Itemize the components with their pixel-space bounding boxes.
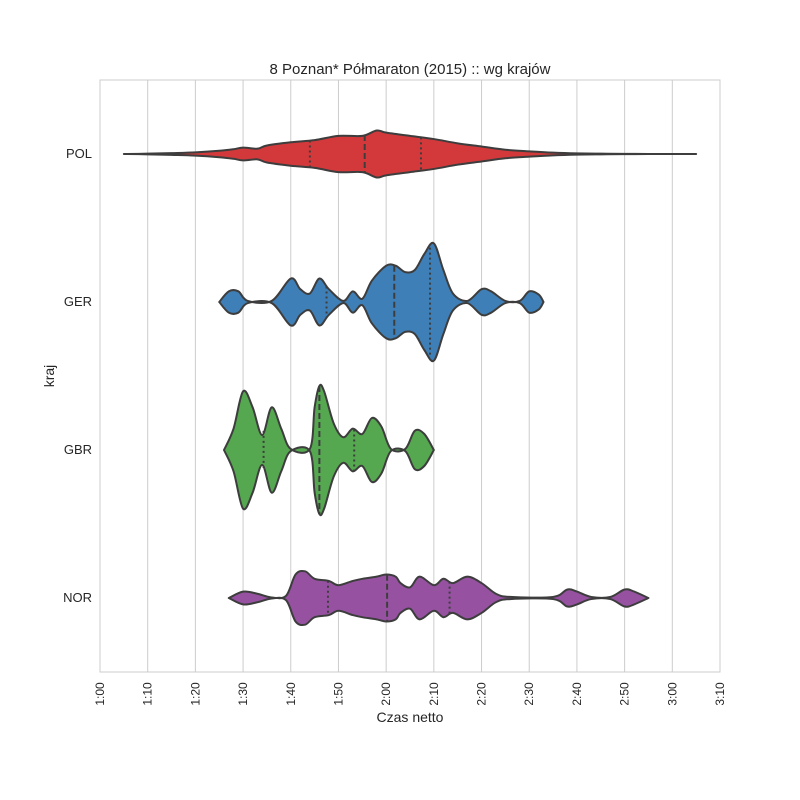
x-tick-label: 1:40 [284, 682, 298, 706]
y-tick-label: GER [64, 294, 92, 309]
x-tick-labels: 1:00 1:10 1:20 1:30 1:40 1:50 2:00 2:10 2:20 2:30… [93, 682, 727, 706]
violin-body [122, 129, 698, 179]
y-tick-label: POL [66, 146, 92, 161]
x-tick-label: 1:50 [331, 682, 345, 706]
violin-ger [218, 241, 545, 363]
x-tick-label: 2:30 [522, 682, 536, 706]
x-tick-label: 2:10 [427, 682, 441, 706]
x-axis-label: Czas netto [377, 709, 444, 725]
violin-gbr [223, 383, 435, 517]
violin-body [218, 241, 545, 363]
violins [122, 129, 698, 627]
plot-background [99, 79, 721, 673]
gridlines [147, 80, 673, 672]
x-tick-label: 1:10 [141, 682, 155, 706]
y-tick-label: NOR [63, 590, 92, 605]
x-tick-label: 2:40 [570, 682, 584, 706]
chart-title: 8 Poznan* Półmaraton (2015) :: wg krajów [270, 61, 551, 78]
y-axis-label: kraj [41, 365, 57, 388]
y-tick-labels: POL GER GBR NOR [63, 146, 92, 605]
violin-body [223, 383, 435, 517]
x-tick-label: 1:00 [93, 682, 107, 706]
x-tick-label: 2:50 [618, 682, 632, 706]
violin-pol [122, 129, 698, 179]
x-tick-label: 2:00 [379, 682, 393, 706]
y-tick-label: GBR [64, 442, 92, 457]
x-tick-label: 1:30 [236, 682, 250, 706]
violin-body [227, 569, 650, 627]
x-tick-label: 1:20 [188, 682, 202, 706]
x-tick-label: 2:20 [475, 682, 489, 706]
x-tick-label: 3:00 [665, 682, 679, 706]
x-tick-label: 3:10 [713, 682, 727, 706]
violin-nor [227, 569, 650, 627]
